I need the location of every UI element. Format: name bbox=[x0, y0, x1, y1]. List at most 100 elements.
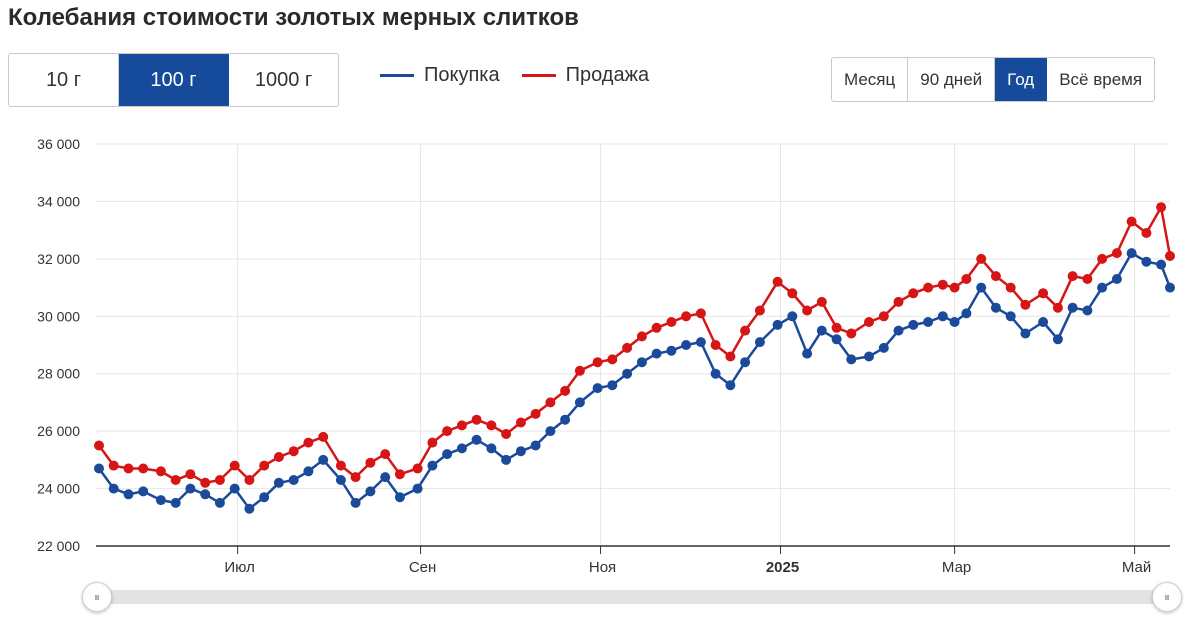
data-point-buy bbox=[1111, 274, 1122, 284]
weight-option-10g[interactable]: 10 г bbox=[9, 54, 119, 106]
data-point-sell bbox=[893, 296, 904, 307]
data-point-sell bbox=[530, 408, 541, 419]
data-point-sell bbox=[318, 431, 329, 442]
data-point-sell bbox=[651, 322, 662, 333]
data-point-buy bbox=[1165, 282, 1175, 293]
data-point-sell bbox=[949, 282, 960, 293]
period-option-month[interactable]: Месяц bbox=[832, 58, 909, 101]
grip-icon: ⏸ bbox=[93, 589, 100, 604]
data-point-sell bbox=[456, 420, 467, 431]
data-point-sell bbox=[666, 317, 677, 327]
y-tick-label: 28 000 bbox=[37, 366, 80, 382]
legend-swatch-sell bbox=[521, 74, 556, 77]
data-point-buy bbox=[681, 340, 692, 350]
data-point-sell bbox=[681, 311, 692, 322]
data-point-buy bbox=[185, 483, 196, 494]
data-point-sell bbox=[380, 449, 391, 460]
data-point-sell bbox=[976, 253, 987, 264]
legend-label-sell: Продажа bbox=[565, 64, 650, 86]
data-point-buy bbox=[442, 449, 453, 460]
data-point-buy bbox=[651, 348, 662, 359]
data-point-sell bbox=[1067, 271, 1078, 282]
legend-item-buy[interactable]: Покупка bbox=[380, 64, 500, 87]
period-option-all-time[interactable]: Всё время bbox=[1059, 69, 1143, 89]
data-point-buy bbox=[908, 319, 919, 330]
x-tick-label: Сен bbox=[409, 559, 436, 576]
data-point-sell bbox=[607, 354, 618, 365]
data-point-buy bbox=[155, 495, 166, 506]
period-selector: Месяц 90 дней Год Всё время bbox=[831, 57, 1156, 102]
data-point-buy bbox=[1126, 248, 1137, 259]
data-point-buy bbox=[200, 489, 211, 500]
data-point-buy bbox=[787, 311, 798, 322]
data-point-buy bbox=[515, 446, 526, 457]
y-tick-label: 26 000 bbox=[37, 423, 80, 439]
data-point-sell bbox=[412, 463, 423, 474]
data-point-buy bbox=[1082, 305, 1093, 316]
data-point-sell bbox=[123, 463, 134, 474]
data-point-buy bbox=[456, 443, 467, 454]
data-point-sell bbox=[725, 351, 736, 362]
price-chart: 22 000 24 000 26 000 28 000 30 000 32 000 34 0… bbox=[37, 136, 1175, 576]
data-point-buy bbox=[94, 463, 104, 474]
x-tick-label: Ноя bbox=[589, 559, 616, 576]
data-point-buy bbox=[560, 414, 571, 425]
data-point-sell bbox=[710, 340, 721, 350]
data-point-buy bbox=[335, 475, 346, 485]
legend-swatch-buy bbox=[380, 74, 414, 77]
data-point-sell bbox=[816, 296, 827, 307]
navigator-right-handle[interactable]: ⏸ bbox=[1152, 582, 1182, 612]
data-point-buy bbox=[1038, 317, 1049, 327]
data-point-sell bbox=[878, 311, 889, 322]
data-point-sell bbox=[622, 342, 633, 353]
data-point-sell bbox=[802, 305, 813, 316]
data-point-buy bbox=[976, 282, 987, 293]
data-point-buy bbox=[427, 460, 438, 471]
data-point-sell bbox=[303, 437, 314, 448]
data-point-buy bbox=[123, 489, 134, 500]
data-point-sell bbox=[592, 357, 603, 368]
page-title: Колебания стоимости золотых мерных слитк… bbox=[8, 4, 579, 31]
data-point-sell bbox=[1052, 302, 1063, 313]
data-point-sell bbox=[754, 305, 765, 316]
data-point-buy bbox=[1097, 282, 1108, 293]
data-point-sell bbox=[471, 414, 482, 425]
data-point-buy bbox=[412, 483, 423, 494]
data-point-sell bbox=[560, 385, 571, 396]
data-point-buy bbox=[740, 357, 751, 368]
data-point-sell bbox=[772, 276, 783, 287]
data-point-buy bbox=[878, 342, 889, 353]
data-point-sell bbox=[1141, 228, 1152, 238]
data-point-sell bbox=[1038, 288, 1049, 299]
data-point-buy bbox=[949, 317, 960, 327]
weight-option-1000g[interactable]: 1000 г bbox=[254, 68, 313, 91]
data-point-sell bbox=[350, 472, 361, 483]
range-navigator[interactable]: ⏸ ⏸ bbox=[82, 582, 1182, 612]
data-point-buy bbox=[923, 317, 934, 327]
data-point-sell bbox=[937, 279, 948, 290]
data-point-sell bbox=[155, 466, 166, 477]
x-tick-label: Май bbox=[1122, 559, 1151, 576]
data-point-sell bbox=[394, 469, 405, 480]
data-point-buy bbox=[937, 311, 948, 322]
period-option-year[interactable]: Год bbox=[995, 58, 1048, 101]
data-point-buy bbox=[990, 302, 1001, 313]
data-point-sell bbox=[138, 463, 149, 474]
data-point-buy bbox=[545, 426, 556, 437]
data-point-sell bbox=[442, 426, 453, 437]
navigator-track[interactable] bbox=[96, 590, 1168, 604]
data-point-buy bbox=[350, 497, 361, 508]
navigator-left-handle[interactable]: ⏸ bbox=[82, 582, 112, 612]
data-point-buy bbox=[802, 348, 813, 359]
weight-option-100g[interactable]: 100 г bbox=[119, 54, 229, 106]
data-point-buy bbox=[636, 357, 647, 368]
data-point-sell bbox=[273, 452, 284, 462]
y-tick-label: 22 000 bbox=[37, 538, 80, 554]
data-point-buy bbox=[846, 354, 857, 365]
chart-legend: Покупка Продажа bbox=[380, 64, 649, 87]
data-point-buy bbox=[754, 337, 765, 348]
period-option-90-days[interactable]: 90 дней bbox=[908, 58, 996, 101]
legend-item-sell[interactable]: Продажа bbox=[521, 64, 650, 87]
y-tick-label: 34 000 bbox=[37, 193, 80, 209]
data-point-buy bbox=[273, 477, 284, 488]
